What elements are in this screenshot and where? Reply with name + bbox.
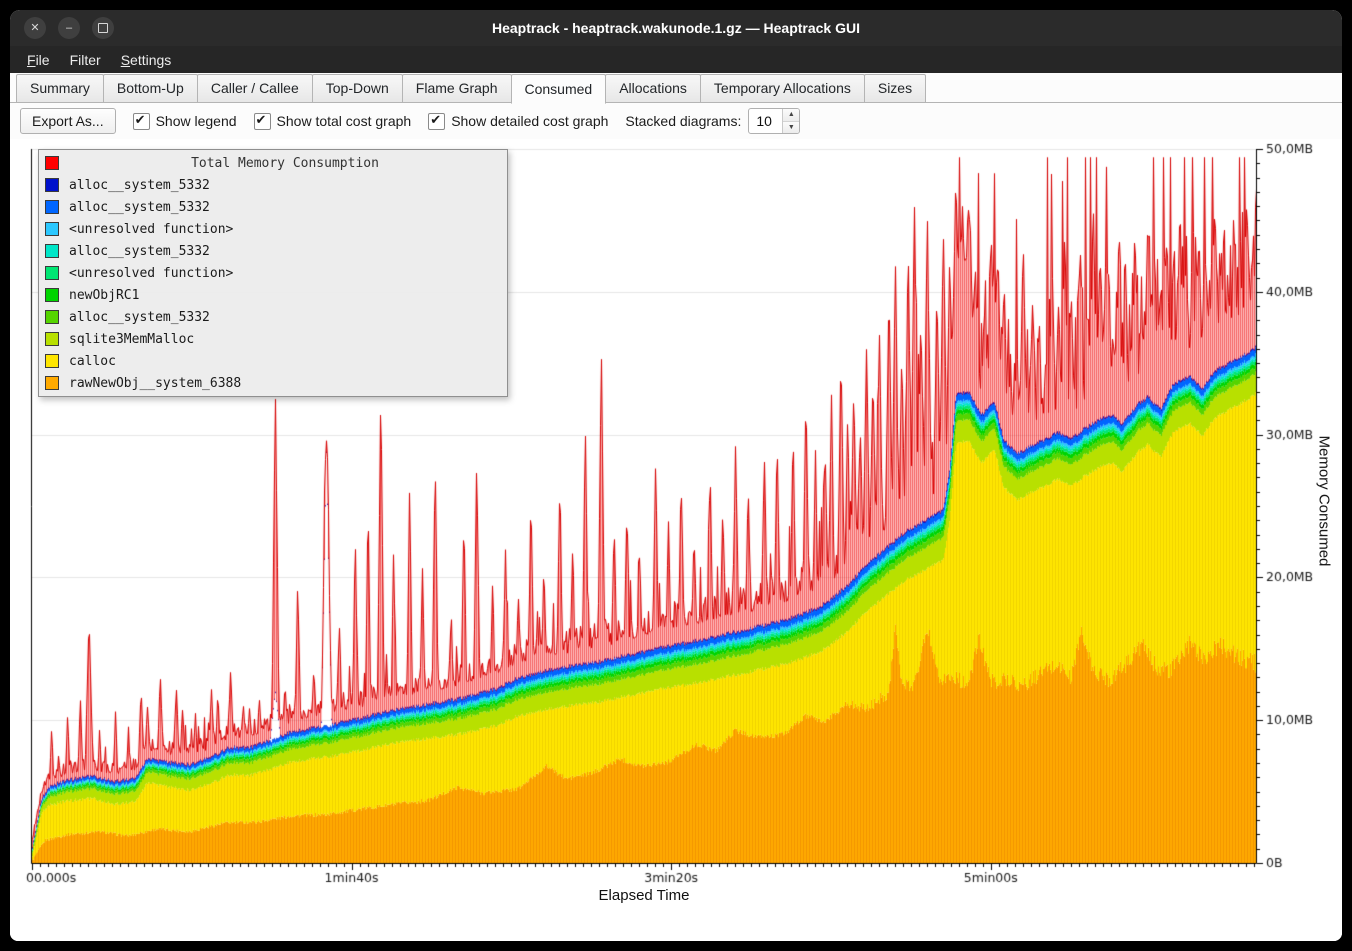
checkbox-label: Show total cost graph [276,113,412,129]
checkbox-show-detailed-cost-graph[interactable]: Show detailed cost graph [428,112,609,130]
legend-swatch [45,266,59,280]
legend-row: <unresolved function> [39,218,507,240]
legend-entry-label: alloc__system_5332 [69,243,210,259]
legend-swatch [45,376,59,390]
checkbox-label: Show legend [155,113,237,129]
legend-swatch [45,178,59,192]
legend-entry-label: rawNewObj__system_6388 [69,375,242,391]
legend-entry-label: newObjRC1 [69,287,140,303]
export-as-button[interactable]: Export As... [20,108,116,134]
tab-temporary-allocations[interactable]: Temporary Allocations [699,74,865,103]
checkbox-box-show-legend[interactable] [132,112,150,130]
tab-allocations[interactable]: Allocations [605,74,701,103]
legend-swatch [45,332,59,346]
legend-title: Total Memory Consumption [191,155,379,171]
tab-flame-graph[interactable]: Flame Graph [401,74,512,103]
tab-bottom-up[interactable]: Bottom-Up [102,74,198,103]
stepper-up-button[interactable]: ▲ [783,109,800,121]
close-button[interactable]: ✕ [24,17,46,39]
checkbox-label: Show detailed cost graph [451,113,609,129]
checkbox-box-show-detailed-cost-graph[interactable] [428,112,446,130]
minimize-button[interactable]: – [58,17,80,39]
window-controls: ✕ – [24,17,114,39]
tab-consumed[interactable]: Consumed [510,74,607,104]
chart-legend: Total Memory Consumption alloc__system_53… [38,149,508,397]
legend-row: alloc__system_5332 [39,306,507,328]
checkbox-box-show-total-cost-graph[interactable] [253,112,271,130]
menu-item-filter[interactable]: Filter [69,51,101,68]
legend-row: rawNewObj__system_6388 [39,372,507,394]
tab-summary[interactable]: Summary [16,74,104,103]
y-axis-title: Memory Consumed [1315,435,1333,567]
legend-row: sqlite3MemMalloc [39,328,507,350]
stacked-diagrams-spinbox[interactable]: 10 ▲ ▼ [748,108,801,134]
legend-title-row: Total Memory Consumption [39,152,507,174]
legend-row: alloc__system_5332 [39,174,507,196]
menu-item-file[interactable]: File [27,51,50,68]
legend-swatch [45,156,59,170]
menu-item-settings[interactable]: Settings [120,51,172,68]
legend-entry-label: calloc [69,353,116,369]
legend-entry-label: alloc__system_5332 [69,177,210,193]
legend-swatch [45,354,59,368]
legend-entry-label: alloc__system_5332 [69,309,210,325]
legend-row: calloc [39,350,507,372]
legend-row: alloc__system_5332 [39,240,507,262]
window-title: Heaptrack - heaptrack.wakunode.1.gz — He… [491,20,860,36]
legend-entry-label: sqlite3MemMalloc [69,331,195,347]
checkbox-show-legend[interactable]: Show legend [132,112,237,130]
legend-row: newObjRC1 [39,284,507,306]
checkbox-show-total-cost-graph[interactable]: Show total cost graph [253,112,412,130]
stepper-down-button[interactable]: ▼ [783,120,800,133]
stacked-diagrams-value[interactable]: 10 [756,113,772,129]
legend-entry-label: alloc__system_5332 [69,199,210,215]
maximize-button[interactable] [92,17,114,39]
toolbar: Export As... Show legend Show total cost … [10,103,1342,139]
legend-row: alloc__system_5332 [39,196,507,218]
checkbox-group: Show legend Show total cost graph Show det… [132,112,609,130]
maximize-icon [98,23,108,33]
tab-sizes[interactable]: Sizes [863,74,927,103]
legend-row: <unresolved function> [39,262,507,284]
legend-swatch [45,222,59,236]
menubar: File Filter Settings [10,46,1342,73]
titlebar[interactable]: ✕ – Heaptrack - heaptrack.wakunode.1.gz … [10,10,1342,46]
tab-bar: Summary Bottom-Up Caller / Callee Top-Down F… [10,73,1342,104]
legend-entry-label: <unresolved function> [69,221,234,237]
legend-swatch [45,310,59,324]
consumed-chart-page: Total Memory Consumption alloc__system_53… [10,139,1342,941]
tab-caller-callee[interactable]: Caller / Callee [196,74,313,103]
heaptrack-window: ✕ – Heaptrack - heaptrack.wakunode.1.gz … [10,10,1342,941]
x-axis-title: Elapsed Time [598,887,690,904]
stacked-diagrams-control: Stacked diagrams: 10 ▲ ▼ [625,108,801,134]
legend-swatch [45,288,59,302]
stacked-diagrams-label: Stacked diagrams: [625,113,742,129]
legend-swatch [45,244,59,258]
legend-swatch [45,200,59,214]
legend-entry-label: <unresolved function> [69,265,234,281]
tab-top-down[interactable]: Top-Down [311,74,403,103]
spin-buttons: ▲ ▼ [782,109,800,133]
